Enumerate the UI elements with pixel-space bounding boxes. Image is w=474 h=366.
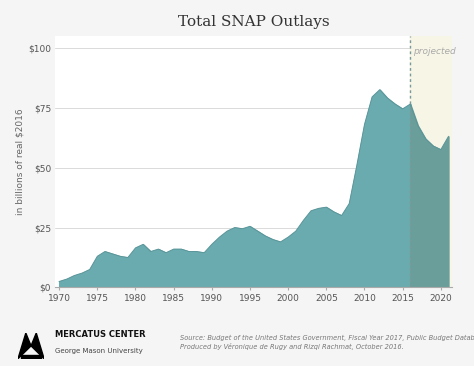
Text: projected: projected <box>413 46 456 56</box>
Text: George Mason University: George Mason University <box>55 348 142 354</box>
Title: Total SNAP Outlays: Total SNAP Outlays <box>178 15 329 29</box>
Text: MERCATUS CENTER: MERCATUS CENTER <box>55 330 145 339</box>
Y-axis label: in billions of real $2016: in billions of real $2016 <box>15 108 24 215</box>
Text: Source: Budget of the United States Government, Fiscal Year 2017, Public Budget : Source: Budget of the United States Gove… <box>180 335 474 350</box>
Polygon shape <box>18 333 31 359</box>
Bar <box>410 36 452 287</box>
Polygon shape <box>31 333 44 359</box>
FancyBboxPatch shape <box>21 355 42 359</box>
